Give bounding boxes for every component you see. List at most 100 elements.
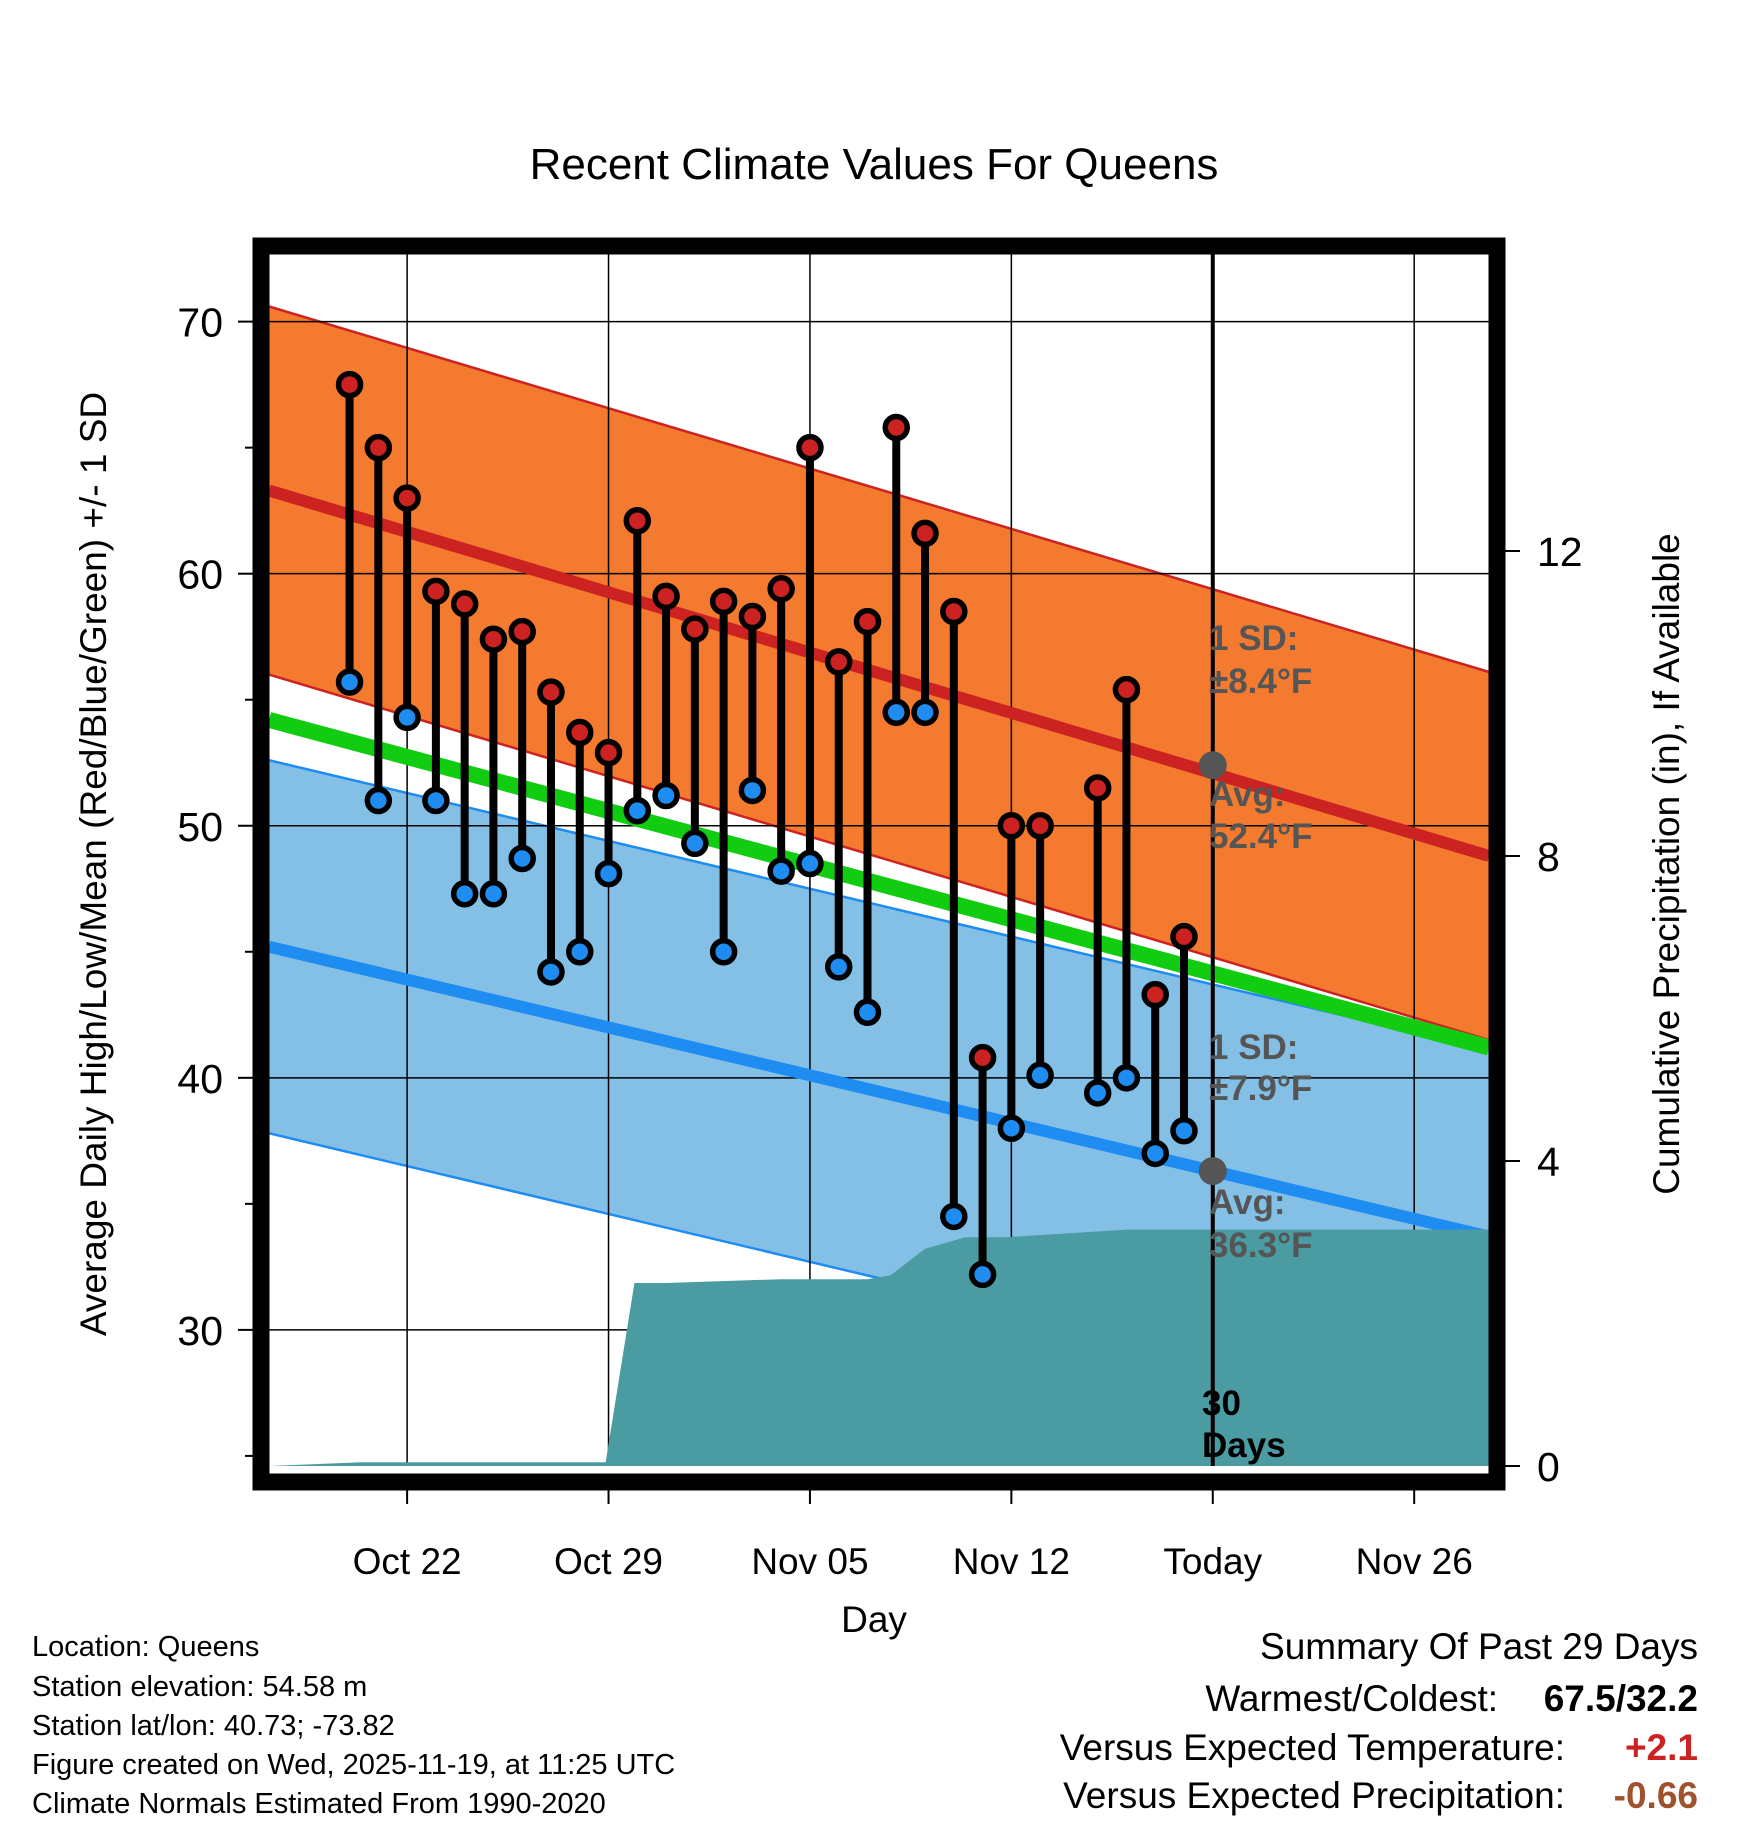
normal-high-line xyxy=(269,484,1489,862)
obs-low-point xyxy=(681,829,709,858)
obs-high-point xyxy=(450,590,479,618)
precip-cumulative-area xyxy=(269,1229,1489,1466)
x-tick-label: Today xyxy=(1163,1541,1262,1582)
high-avg-marker xyxy=(1198,751,1227,780)
annotations: 1 SD: ±8.4°F Avg: 52.4°F 1 SD: ±7.9°F Av… xyxy=(1202,619,1313,1465)
obs-high-point xyxy=(853,607,882,636)
obs-high-point xyxy=(623,507,652,535)
obs-low-point xyxy=(824,953,853,981)
footer-location: Location: Queens xyxy=(32,1631,259,1663)
y-tick-label: 30 xyxy=(177,1308,223,1354)
obs-high-point xyxy=(537,678,565,706)
obs-high-point xyxy=(594,738,623,767)
obs-high-point xyxy=(566,718,594,747)
obs-low-point xyxy=(1026,1061,1054,1090)
obs-low-point xyxy=(1170,1117,1198,1145)
normal-mean-line xyxy=(269,712,1489,1056)
obs-low-point xyxy=(652,781,680,810)
x-tick-label: Oct 22 xyxy=(353,1541,462,1582)
obs-low-point xyxy=(767,857,795,885)
summary-temp-value: +2.1 xyxy=(1625,1727,1698,1768)
x-tick-label: Nov 12 xyxy=(953,1541,1070,1582)
y2-tick-label: 8 xyxy=(1537,834,1560,880)
obs-high-point xyxy=(882,413,911,442)
obs-high-point xyxy=(709,587,738,616)
low-sd-value: ±7.9°F xyxy=(1209,1069,1312,1108)
footer-info: Location: Queens Station elevation: 54.5… xyxy=(32,1631,675,1820)
obs-low-point xyxy=(882,698,911,727)
y2-tick-label: 0 xyxy=(1537,1444,1560,1490)
obs-high-point xyxy=(1141,980,1169,1009)
axes: 30 40 50 60 70 0 4 8 12 Oct 22 Oct 29 Nov 05 Nov 12 T… xyxy=(177,300,1582,1582)
plot-frame xyxy=(252,237,1506,1491)
low-sd-band-upper-edge xyxy=(269,758,1489,1052)
obs-high-point xyxy=(335,370,364,399)
normal-low-line xyxy=(269,940,1489,1243)
high-sd-band-upper-edge xyxy=(269,305,1489,674)
obs-high-point xyxy=(364,433,393,462)
summary-heading: Summary Of Past 29 Days xyxy=(1260,1626,1698,1667)
obs-low-point xyxy=(364,786,393,815)
obs-low-point xyxy=(738,776,767,805)
footer-normals: Climate Normals Estimated From 1990-2020 xyxy=(32,1788,606,1820)
obs-high-point xyxy=(479,625,508,653)
y-tick-label: 60 xyxy=(177,552,223,598)
y2-tick-label: 4 xyxy=(1537,1139,1560,1185)
obs-low-point xyxy=(623,796,652,825)
x-tick-label: Nov 05 xyxy=(751,1541,868,1582)
obs-high-point xyxy=(422,577,450,606)
obs-high-point xyxy=(738,602,767,631)
footer-created: Figure created on Wed, 2025-11-19, at 11… xyxy=(32,1749,675,1781)
obs-high-point xyxy=(1026,812,1054,840)
obs-low-point xyxy=(594,859,623,888)
obs-low-point xyxy=(479,880,508,908)
high-avg-label: Avg: xyxy=(1209,775,1285,814)
high-sd-label: 1 SD: xyxy=(1209,619,1298,658)
x-tick-label: Oct 29 xyxy=(554,1541,663,1582)
obs-low-point xyxy=(508,844,536,873)
obs-high-point xyxy=(824,648,853,676)
low-sd-label: 1 SD: xyxy=(1209,1028,1298,1067)
obs-low-point xyxy=(335,668,364,696)
obs-low-point xyxy=(997,1114,1026,1142)
y2-tick-label: 12 xyxy=(1537,529,1583,575)
avg-markers xyxy=(1198,751,1227,1186)
today-days-label: 30 Days xyxy=(1202,1384,1286,1465)
y2-axis-label: Cumulative Precipitation (in), If Availa… xyxy=(1646,533,1687,1195)
low-avg-marker xyxy=(1198,1157,1227,1186)
y-tick-label: 50 xyxy=(177,804,223,850)
obs-low-point xyxy=(853,998,882,1027)
y-axis-label: Average Daily High/Low/Mean (Red/Blue/Gr… xyxy=(73,392,114,1336)
summary-precip-label: Versus Expected Precipitation: xyxy=(1063,1775,1565,1816)
high-avg-value: 52.4°F xyxy=(1209,817,1313,856)
obs-high-point xyxy=(1170,922,1198,951)
obs-low-point xyxy=(796,849,824,878)
plot-area xyxy=(269,246,1489,1466)
footer-latlon: Station lat/lon: 40.73; -73.82 xyxy=(32,1710,395,1742)
normal-lines xyxy=(269,484,1489,1243)
footer-elevation: Station elevation: 54.58 m xyxy=(32,1671,367,1703)
summary-box: Summary Of Past 29 Days Warmest/Coldest:… xyxy=(1060,1626,1698,1816)
obs-low-point xyxy=(911,698,939,727)
obs-low-point xyxy=(968,1260,997,1289)
obs-low-point xyxy=(709,938,738,966)
precipitation-area xyxy=(269,1229,1489,1466)
high-sd-band-lower-edge xyxy=(269,673,1489,1042)
low-avg-value: 36.3°F xyxy=(1209,1226,1313,1265)
obs-high-point xyxy=(767,575,795,603)
obs-high-point xyxy=(681,615,709,643)
obs-high-point xyxy=(997,812,1026,840)
obs-high-point xyxy=(393,484,421,512)
summary-warm-cold-label: Warmest/Coldest: xyxy=(1205,1678,1498,1719)
y-tick-label: 70 xyxy=(177,300,223,346)
obs-low-point xyxy=(566,938,594,966)
low-avg-label: Avg: xyxy=(1209,1183,1285,1222)
obs-high-point xyxy=(652,582,680,611)
obs-low-point xyxy=(450,880,479,908)
obs-low-point xyxy=(1112,1064,1141,1092)
obs-low-point xyxy=(422,786,450,815)
obs-high-point xyxy=(1112,675,1141,704)
obs-high-point xyxy=(508,617,536,646)
summary-warm-cold-value: 67.5/32.2 xyxy=(1544,1678,1698,1719)
